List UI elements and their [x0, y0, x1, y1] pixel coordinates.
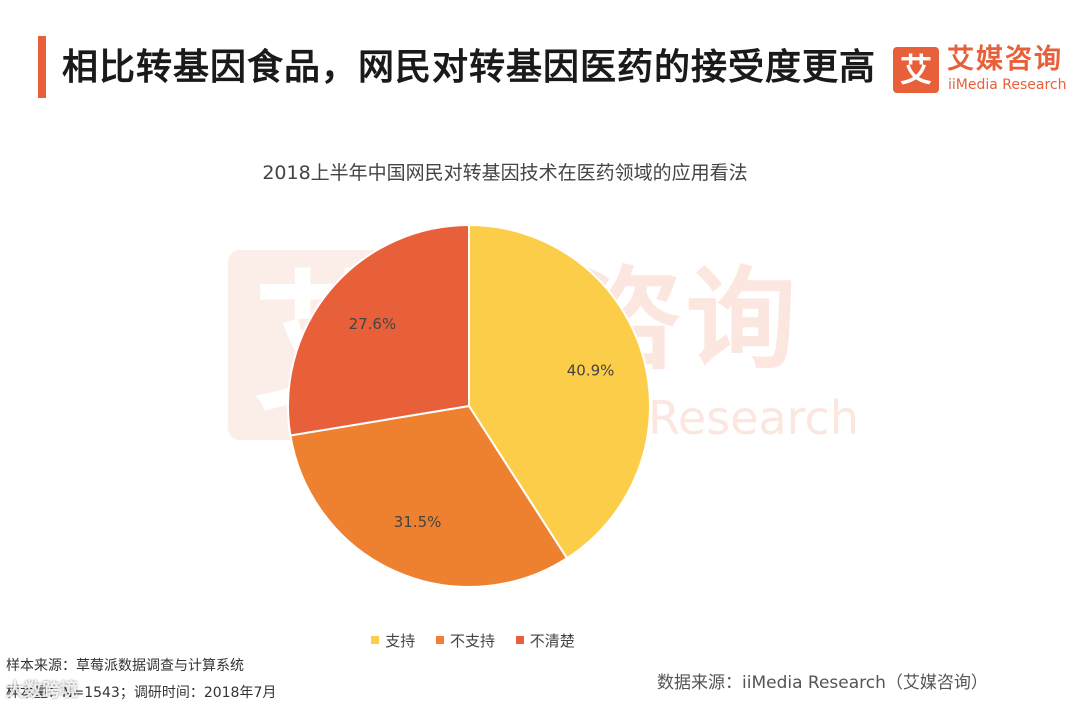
pie-labels: 40.9% 31.5% 27.6% [349, 315, 615, 531]
corner-watermark: 大数跨境 [6, 680, 78, 701]
legend-item-unsure: 不清楚 [515, 630, 575, 651]
title-accent-bar [38, 36, 46, 98]
legend-swatch-support [371, 635, 380, 644]
legend-label-support: 支持 [385, 632, 416, 650]
legend-swatch-unsure [515, 635, 524, 644]
pie-slices [287, 223, 651, 588]
pie-slice-unsure [287, 223, 470, 437]
pie-label-oppose: 31.5% [394, 513, 442, 531]
logo-mark-icon: 艾 [893, 47, 939, 93]
pie-label-support: 40.9% [567, 361, 615, 379]
legend-label-unsure: 不清楚 [529, 632, 575, 650]
pie-slice-oppose [289, 404, 569, 588]
legend-label-oppose: 不支持 [449, 632, 495, 650]
chart-title: 2018上半年中国网民对转基因技术在医药领域的应用看法 [262, 162, 748, 184]
logo-name-cn: 艾媒咨询 [947, 44, 1063, 75]
page-title: 相比转基因食品，网民对转基因医药的接受度更高 [62, 47, 877, 88]
legend-swatch-oppose [435, 635, 444, 644]
pie-label-unsure: 27.6% [349, 315, 397, 333]
chart-legend: 支持 不支持 不清楚 [0, 630, 946, 651]
sample-size-note: 样本量：N=1543；调研时间：2018年7月 [6, 685, 277, 701]
data-source-note: 数据来源：iiMedia Research（艾媒咨询） [657, 673, 988, 693]
logo-name-en: iiMedia Research [948, 77, 1067, 93]
legend-item-oppose: 不支持 [435, 630, 495, 651]
sample-source-note: 样本来源：草莓派数据调查与计算系统 [6, 658, 244, 674]
legend-item-support: 支持 [371, 630, 415, 651]
brand-logo: 艾 艾媒咨询 iiMedia Research [893, 44, 1068, 96]
